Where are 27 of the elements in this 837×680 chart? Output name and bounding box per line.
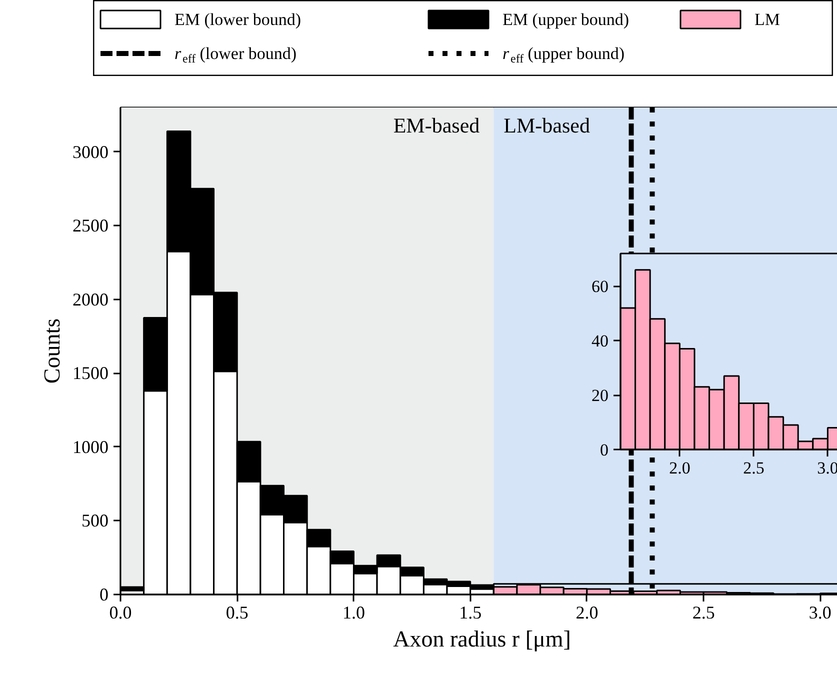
legend-label: EM (upper bound) — [502, 10, 630, 29]
x-tick-label: 2.0 — [576, 602, 598, 622]
x-tick-label: 2.0 — [669, 458, 690, 478]
y-tick-label: 60 — [592, 277, 608, 296]
band-label: EM-based — [393, 114, 480, 138]
y-tick-label: 1500 — [72, 363, 108, 384]
y-tick-label: 0 — [100, 584, 108, 604]
y-tick-label: 1000 — [72, 436, 108, 457]
y-tick-label: 3000 — [72, 142, 108, 162]
band-label: LM-based — [504, 114, 590, 138]
x-tick-label: 1.0 — [342, 602, 365, 622]
y-axis-title: Counts — [40, 318, 64, 384]
y-tick-label: 0 — [600, 440, 608, 460]
y-tick-label: 500 — [82, 510, 108, 531]
x-tick-label: 0.5 — [226, 602, 248, 622]
y-tick-label: 2500 — [72, 216, 108, 236]
y-tick-label: 20 — [592, 386, 608, 406]
x-tick-label: 3.0 — [808, 602, 832, 622]
x-axis-title: Axon radius r [μm] — [393, 626, 571, 652]
x-tick-label: 2.5 — [692, 602, 715, 622]
x-tick-label: 2.5 — [743, 458, 764, 478]
x-tick-label: 0.0 — [109, 602, 132, 622]
legend-label: LM — [754, 10, 780, 29]
x-tick-label: 1.5 — [459, 602, 482, 622]
y-tick-label: 40 — [592, 332, 608, 351]
legend-label: EM (lower bound) — [174, 10, 302, 29]
y-tick-label: 2000 — [72, 289, 108, 310]
